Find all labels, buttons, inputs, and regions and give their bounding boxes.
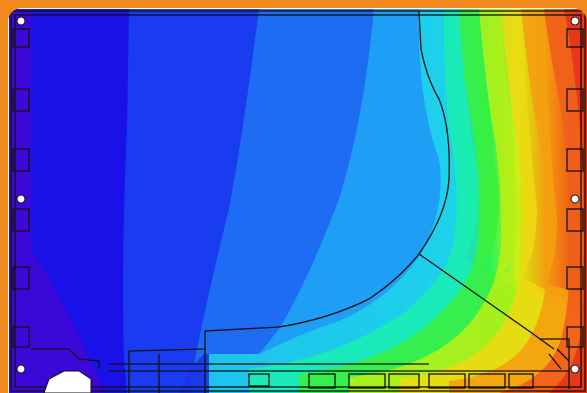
profile-outline: [10, 10, 586, 393]
isotherm-band-yellow: [399, 9, 587, 393]
corner-marks: [16, 16, 580, 374]
isotherm-band-deep-blue: [31, 9, 129, 393]
isotherm-band-blue: [123, 9, 259, 393]
isotherm-band-mid-blue: [194, 9, 374, 364]
isotherm-band-violet-left: [9, 9, 104, 393]
simulation-image-card: [8, 8, 587, 393]
isotherm-band-red-orange: [499, 9, 587, 393]
isotherm-band-light-blue: [259, 9, 441, 354]
thermal-simulation-image: [9, 9, 587, 393]
gasket-white-shape: [43, 370, 92, 393]
isotherm-band-orange: [449, 9, 587, 393]
